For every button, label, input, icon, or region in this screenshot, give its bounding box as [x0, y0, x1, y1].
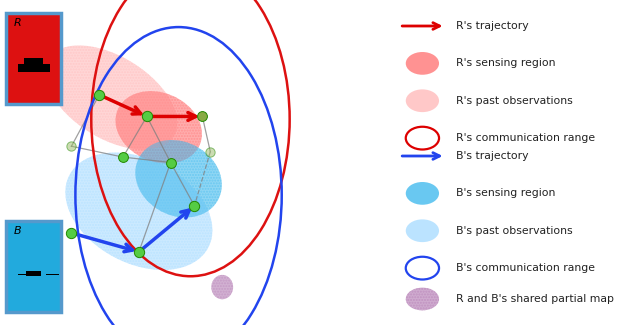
Ellipse shape [406, 257, 439, 280]
Point [166, 160, 176, 165]
Ellipse shape [135, 140, 222, 217]
Ellipse shape [406, 89, 439, 112]
Point [189, 203, 200, 208]
Ellipse shape [406, 219, 439, 242]
Ellipse shape [406, 127, 439, 150]
Point [205, 149, 216, 154]
Point [134, 249, 144, 254]
Text: B's trajectory: B's trajectory [456, 151, 528, 161]
Point [94, 92, 104, 98]
Point [118, 154, 128, 160]
Text: B's communication range: B's communication range [456, 263, 595, 273]
Ellipse shape [65, 152, 212, 270]
Text: R and B's shared partial map: R and B's shared partial map [456, 294, 614, 304]
Text: R's sensing region: R's sensing region [456, 58, 555, 68]
Point [141, 114, 152, 119]
Text: B's past observations: B's past observations [456, 226, 572, 236]
Text: R: R [14, 18, 22, 28]
Ellipse shape [406, 182, 439, 205]
Ellipse shape [45, 46, 177, 150]
Ellipse shape [406, 288, 439, 310]
Point [67, 230, 77, 236]
Ellipse shape [211, 275, 233, 299]
Text: R's past observations: R's past observations [456, 96, 572, 106]
Ellipse shape [406, 52, 439, 75]
Text: R's communication range: R's communication range [456, 133, 595, 143]
Point [197, 114, 207, 119]
Text: R's trajectory: R's trajectory [456, 21, 528, 31]
Ellipse shape [115, 91, 202, 163]
Point [67, 144, 77, 149]
Text: B's sensing region: B's sensing region [456, 188, 555, 198]
Text: B: B [14, 226, 22, 236]
